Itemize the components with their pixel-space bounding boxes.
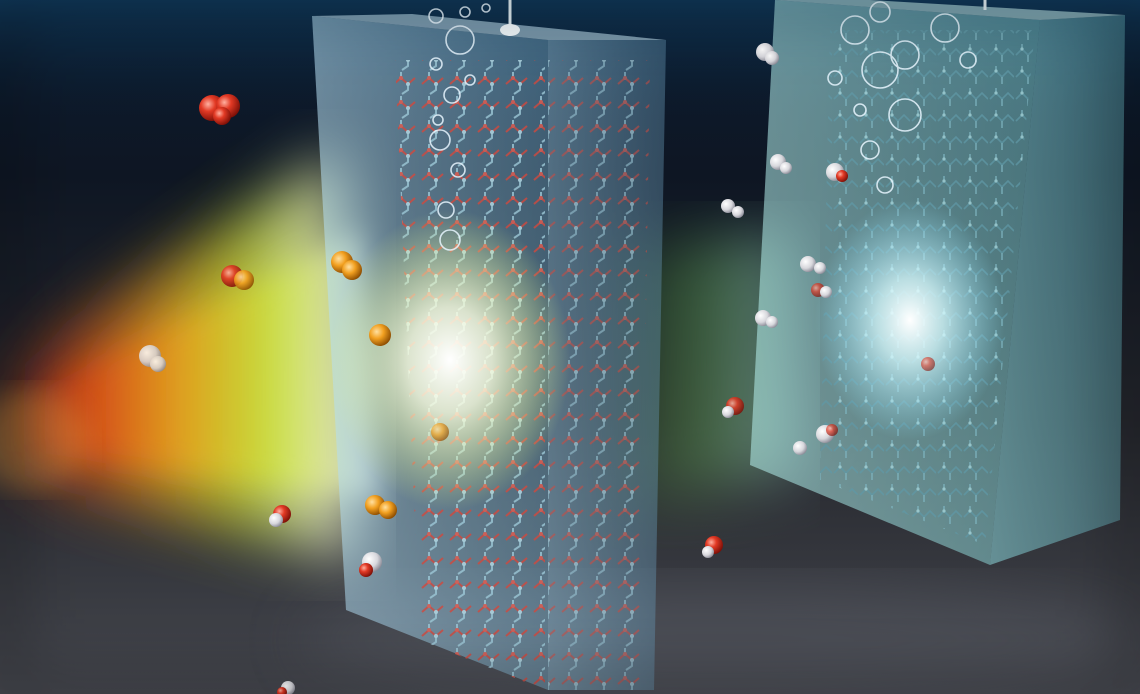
light-beam	[0, 150, 800, 560]
crystal-slab-left	[312, 0, 666, 690]
light-source-glow	[0, 390, 90, 490]
glow-right	[815, 200, 1005, 440]
molecule-red	[199, 94, 240, 125]
slab-left-top-face	[312, 14, 666, 40]
molecule-white-left	[139, 345, 166, 372]
molecule-red-glow	[921, 357, 935, 371]
molecule-white-low	[793, 441, 807, 455]
molecule-red-right	[722, 397, 744, 418]
slab-right-side-face	[990, 15, 1125, 565]
molecule-orange	[331, 251, 362, 280]
glow-left	[330, 210, 570, 510]
molecule-white-top	[756, 43, 779, 65]
molecules	[139, 43, 935, 694]
molecule-gray-2	[800, 256, 826, 274]
molecule-white-bottom	[359, 552, 382, 577]
molecule-white-mid	[770, 154, 792, 174]
molecule-red-orange	[221, 265, 254, 290]
wire-left-clip	[500, 24, 520, 36]
molecule-yellow	[369, 324, 391, 346]
molecule-red-small	[269, 505, 291, 527]
molecule-inside-left	[431, 423, 449, 441]
molecule-gray-3	[811, 283, 832, 298]
molecule-gray-4	[755, 310, 778, 328]
molecule-yellow-2	[365, 495, 397, 519]
molecule-pink-right	[816, 424, 838, 443]
crystal-slab-right	[750, 0, 1125, 565]
molecule-red-low	[702, 536, 723, 558]
molecule-gray-1	[721, 199, 744, 218]
molecule-red-mid	[826, 163, 848, 182]
